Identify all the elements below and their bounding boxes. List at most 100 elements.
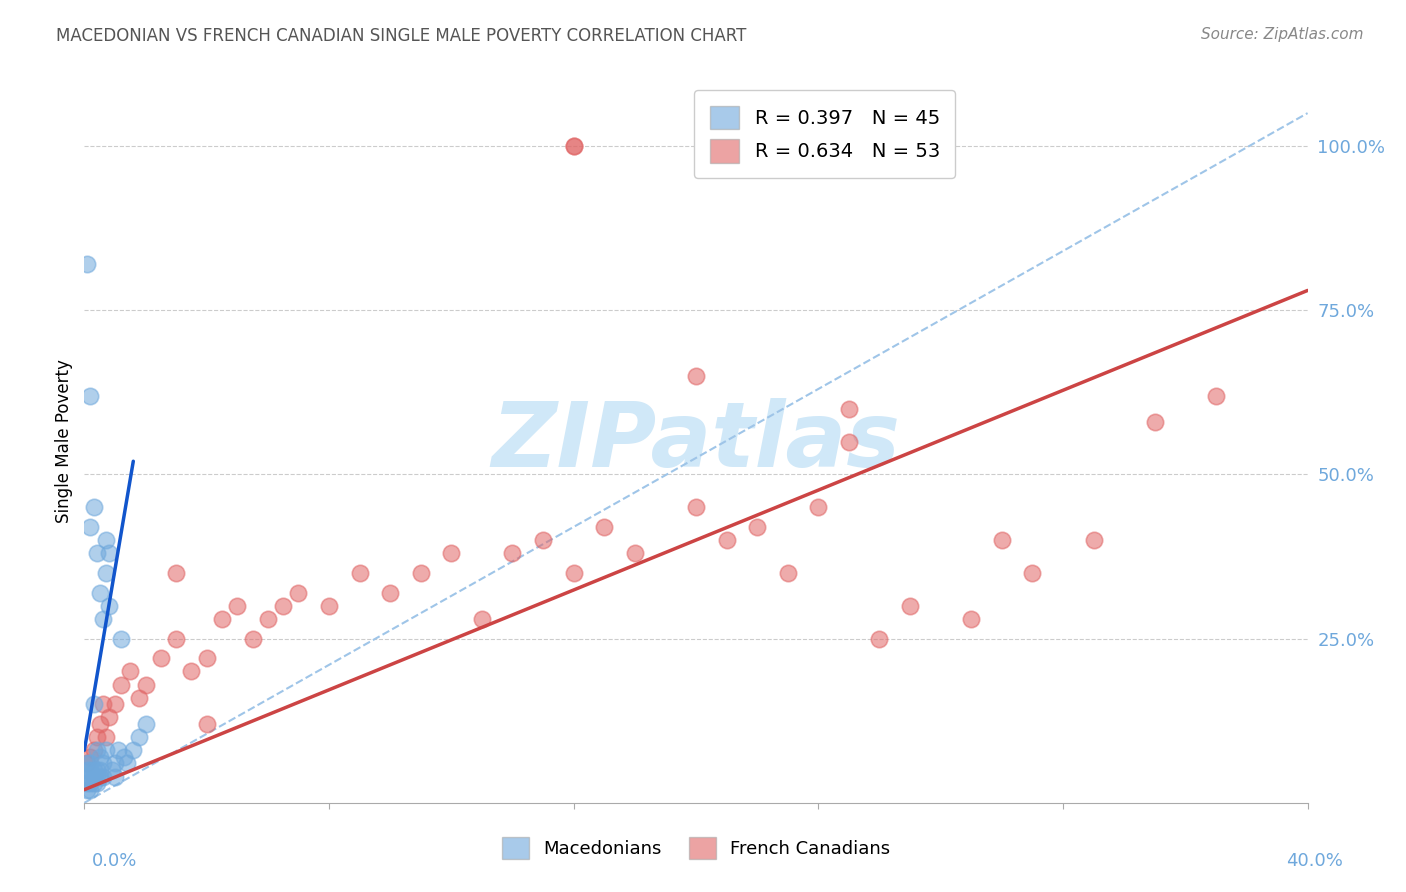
Point xyxy=(531,533,554,547)
Point xyxy=(91,770,114,784)
Point xyxy=(287,585,309,599)
Point xyxy=(79,749,101,764)
Point xyxy=(1205,388,1227,402)
Point xyxy=(94,730,117,744)
Point xyxy=(79,763,101,777)
Point xyxy=(149,651,172,665)
Point xyxy=(409,566,432,580)
Point xyxy=(135,677,157,691)
Point xyxy=(91,698,114,712)
Point xyxy=(122,743,145,757)
Point xyxy=(135,717,157,731)
Point xyxy=(79,776,101,790)
Point xyxy=(83,770,105,784)
Point xyxy=(180,665,202,679)
Point xyxy=(807,500,830,515)
Point xyxy=(86,770,108,784)
Point xyxy=(747,520,769,534)
Point xyxy=(120,665,142,679)
Point xyxy=(110,632,132,646)
Point xyxy=(79,756,101,771)
Point xyxy=(869,632,891,646)
Point xyxy=(1021,566,1043,580)
Point xyxy=(349,566,371,580)
Point xyxy=(76,756,98,771)
Point xyxy=(440,546,463,560)
Point xyxy=(1143,415,1166,429)
Point xyxy=(991,533,1014,547)
Point xyxy=(471,612,494,626)
Point xyxy=(128,690,150,705)
Point xyxy=(83,776,105,790)
Point xyxy=(195,717,218,731)
Point xyxy=(83,743,105,757)
Point xyxy=(318,599,340,613)
Legend: Macedonians, French Canadians: Macedonians, French Canadians xyxy=(495,830,897,866)
Point xyxy=(94,566,117,580)
Point xyxy=(86,776,108,790)
Point xyxy=(89,770,111,784)
Point xyxy=(97,546,120,560)
Text: 0.0%: 0.0% xyxy=(91,852,136,870)
Point xyxy=(79,770,101,784)
Point xyxy=(960,612,983,626)
Text: Source: ZipAtlas.com: Source: ZipAtlas.com xyxy=(1201,27,1364,42)
Point xyxy=(869,139,891,153)
Point xyxy=(165,566,187,580)
Point xyxy=(562,139,585,153)
Point xyxy=(83,763,105,777)
Point xyxy=(776,566,799,580)
Point xyxy=(76,782,98,797)
Point xyxy=(195,651,218,665)
Point xyxy=(115,756,138,771)
Point xyxy=(110,677,132,691)
Point xyxy=(380,585,402,599)
Point xyxy=(91,756,114,771)
Point xyxy=(76,770,98,784)
Point xyxy=(838,401,860,416)
Point xyxy=(97,599,120,613)
Point xyxy=(226,599,249,613)
Point xyxy=(685,368,707,383)
Point xyxy=(128,730,150,744)
Point xyxy=(91,612,114,626)
Y-axis label: Single Male Poverty: Single Male Poverty xyxy=(55,359,73,524)
Point xyxy=(685,500,707,515)
Point xyxy=(94,533,117,547)
Text: 40.0%: 40.0% xyxy=(1286,852,1343,870)
Point xyxy=(898,599,921,613)
Point xyxy=(89,717,111,731)
Point xyxy=(89,763,111,777)
Point xyxy=(112,749,135,764)
Point xyxy=(83,500,105,515)
Point xyxy=(79,520,101,534)
Point xyxy=(593,520,616,534)
Point xyxy=(104,698,127,712)
Point xyxy=(562,139,585,153)
Point xyxy=(716,533,738,547)
Point xyxy=(271,599,294,613)
Point xyxy=(502,546,524,560)
Point xyxy=(165,632,187,646)
Point xyxy=(83,698,105,712)
Text: MACEDONIAN VS FRENCH CANADIAN SINGLE MALE POVERTY CORRELATION CHART: MACEDONIAN VS FRENCH CANADIAN SINGLE MAL… xyxy=(56,27,747,45)
Point xyxy=(86,743,108,757)
Point xyxy=(86,730,108,744)
Point xyxy=(79,782,101,797)
Point xyxy=(86,763,108,777)
Point xyxy=(76,763,98,777)
Point xyxy=(107,743,129,757)
Point xyxy=(257,612,280,626)
Point xyxy=(624,546,647,560)
Point xyxy=(104,756,127,771)
Point xyxy=(101,763,124,777)
Point xyxy=(97,710,120,724)
Text: ZIPatlas: ZIPatlas xyxy=(492,398,900,485)
Point xyxy=(76,776,98,790)
Point xyxy=(89,585,111,599)
Point xyxy=(86,546,108,560)
Point xyxy=(242,632,264,646)
Point xyxy=(76,756,98,771)
Point xyxy=(104,770,127,784)
Point xyxy=(838,434,860,449)
